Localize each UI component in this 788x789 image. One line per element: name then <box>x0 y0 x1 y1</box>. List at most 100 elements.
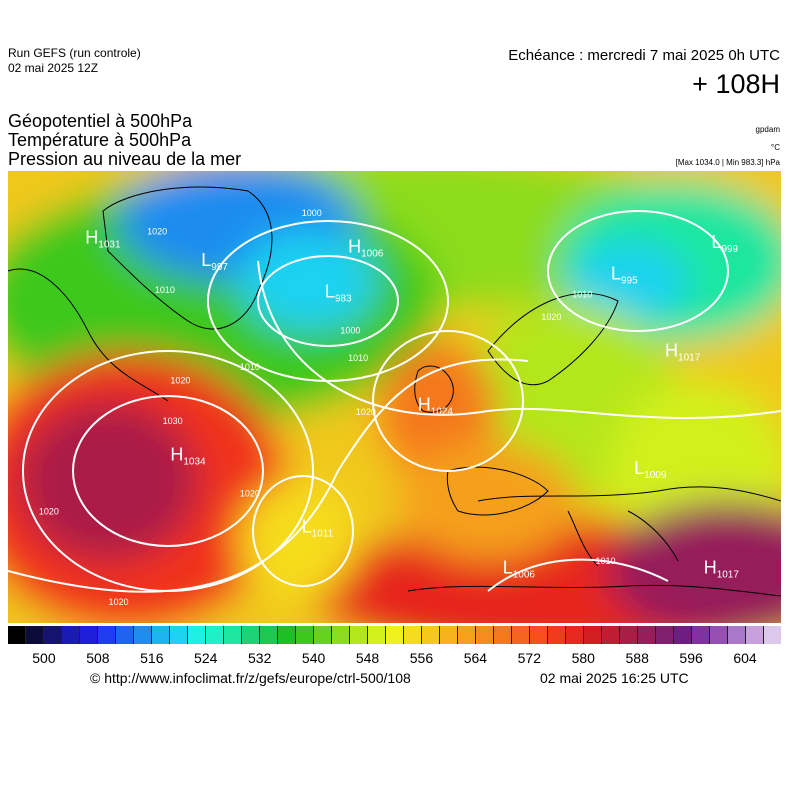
colorbar-swatch <box>350 626 368 644</box>
pressure-center-l: L983 <box>325 282 352 305</box>
colorbar-swatch <box>584 626 602 644</box>
colorbar-tick-label: 516 <box>140 650 164 666</box>
colorbar-swatch <box>764 626 781 644</box>
pressure-center-l: L995 <box>611 263 638 286</box>
colorbar-swatch <box>476 626 494 644</box>
colorbar-tick-label: 596 <box>679 650 703 666</box>
colorbar-tick-label: 548 <box>355 650 380 666</box>
colorbar-swatch <box>494 626 512 644</box>
colorbar-tick-label: 604 <box>733 650 757 666</box>
colorbar-tick-label: 540 <box>301 650 326 666</box>
isobar-label: 1020 <box>147 226 167 236</box>
isobar-label: 1010 <box>595 556 615 566</box>
colorbar-tick-label: 564 <box>463 650 488 666</box>
colorbar-swatch <box>224 626 242 644</box>
colorbar-swatch <box>674 626 692 644</box>
colorbar-swatch <box>728 626 746 644</box>
pressure-center-l: L1009 <box>634 458 667 481</box>
isobar-label: 1020 <box>356 407 376 417</box>
colorbar-tick-label: 580 <box>571 650 595 666</box>
source-url: © http://www.infoclimat.fr/z/gefs/europe… <box>90 670 411 686</box>
colorbar-swatch <box>62 626 80 644</box>
colorbar-tick-label: 500 <box>32 650 56 666</box>
colorbar-swatch <box>188 626 206 644</box>
colorbar-swatch <box>638 626 656 644</box>
pressure-center-l: L1011 <box>302 517 334 540</box>
forecast-map: H1034 H1031 L997 H1006 L983 L995 L999 H1017 H102… <box>8 171 781 623</box>
unit-geopotential: gpdam <box>755 125 780 134</box>
colorbar-swatch <box>206 626 224 644</box>
run-name: Run GEFS (run controle) <box>8 46 141 60</box>
isobar-label: 1000 <box>302 208 322 218</box>
colorbar-swatch <box>98 626 116 644</box>
colorbar-tick-label: 588 <box>625 650 649 666</box>
isobar-label: 1020 <box>541 312 561 322</box>
coastlines <box>8 186 781 597</box>
temperature-field <box>8 171 781 623</box>
colorbar-swatch <box>152 626 170 644</box>
colorbar-swatch <box>548 626 566 644</box>
isobar-label: 1020 <box>240 488 260 498</box>
generated-time: 02 mai 2025 16:25 UTC <box>540 670 689 686</box>
isobar-label: 1010 <box>240 362 260 372</box>
colorbar-swatch <box>314 626 332 644</box>
colorbar-swatch <box>692 626 710 644</box>
colorbar-swatch <box>260 626 278 644</box>
colorbar-swatch <box>242 626 260 644</box>
colorbar-swatch <box>746 626 764 644</box>
parameter-temperature: Température à 500hPa <box>8 130 192 150</box>
map-canvas: H1034 H1031 L997 H1006 L983 L995 L999 H1017 H102… <box>8 171 781 623</box>
isobar-label: 1020 <box>170 375 190 385</box>
colorbar-swatch <box>458 626 476 644</box>
colorbar <box>8 626 781 644</box>
parameter-pressure: Pression au niveau de la mer <box>8 149 242 169</box>
colorbar-swatch <box>530 626 548 644</box>
colorbar-swatch <box>8 626 26 644</box>
colorbar-tick-label: 532 <box>247 650 272 666</box>
isobar-label: 1010 <box>348 353 368 363</box>
colorbar-swatch <box>332 626 350 644</box>
colorbar-swatch <box>566 626 584 644</box>
pressure-center-h: H1017 <box>704 557 740 580</box>
colorbar-swatch <box>278 626 296 644</box>
pressure-center-l: L999 <box>711 232 738 255</box>
colorbar-swatch <box>368 626 386 644</box>
colorbar-swatch <box>404 626 422 644</box>
pressure-center-l: L1006 <box>503 557 536 580</box>
colorbar-swatch <box>170 626 188 644</box>
isobar-label: 1030 <box>163 416 183 426</box>
isobar-label: 1010 <box>572 290 592 300</box>
pressure-range: [Max 1034.0 | Min 983.3] hPa <box>675 158 780 167</box>
colorbar-tick-label: 508 <box>86 650 110 666</box>
pressure-center-l: L997 <box>201 250 228 273</box>
pressure-center-h: H1006 <box>348 236 384 259</box>
parameter-geopotential: Géopotentiel à 500hPa <box>8 111 193 131</box>
isobar-label: 1020 <box>108 597 128 607</box>
isobar-label: 1010 <box>155 285 175 295</box>
colorbar-swatch <box>134 626 152 644</box>
pressure-center-h: H1024 <box>418 395 454 418</box>
pressure-center-h: H1031 <box>85 227 121 250</box>
isobar-lines <box>8 210 781 593</box>
isobar-label: 1020 <box>39 507 59 517</box>
colorbar-swatch <box>296 626 314 644</box>
valid-time: Echéance : mercredi 7 mai 2025 0h UTC <box>508 47 780 64</box>
colorbar-tick-label: 572 <box>517 650 541 666</box>
colorbar-swatch <box>710 626 728 644</box>
colorbar-swatch <box>512 626 530 644</box>
pressure-center-h: H1034 <box>170 444 206 467</box>
colorbar-swatch <box>620 626 638 644</box>
colorbar-swatch <box>656 626 674 644</box>
colorbar-tick-label: 524 <box>194 650 218 666</box>
colorbar-swatch <box>44 626 62 644</box>
colorbar-swatch <box>440 626 458 644</box>
colorbar-swatch <box>422 626 440 644</box>
colorbar-swatch <box>116 626 134 644</box>
pressure-center-h: H1017 <box>665 340 701 363</box>
colorbar-swatch <box>80 626 98 644</box>
colorbar-tick-label: 556 <box>409 650 434 666</box>
run-date: 02 mai 2025 12Z <box>8 61 99 75</box>
colorbar-swatch <box>26 626 44 644</box>
isobar-label: 1000 <box>340 326 360 336</box>
lead-time: + 108H <box>692 69 780 99</box>
